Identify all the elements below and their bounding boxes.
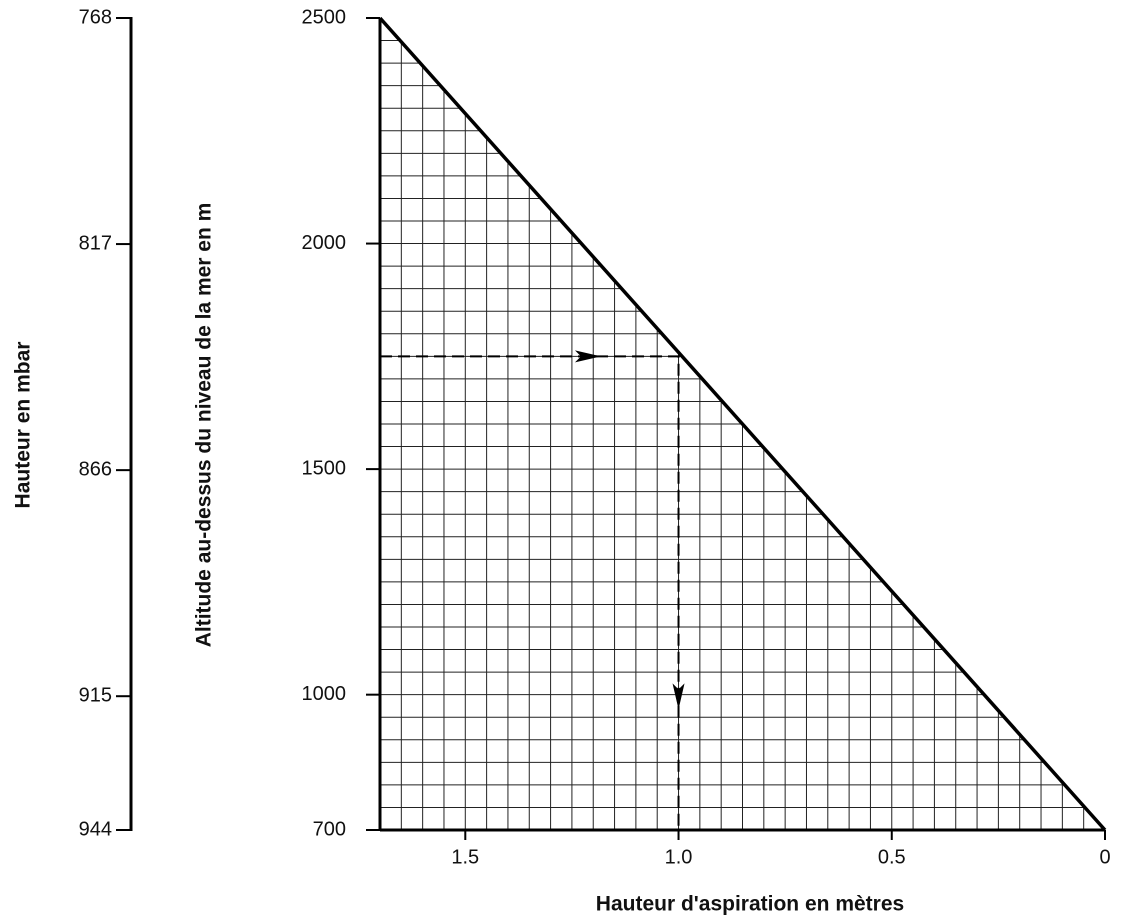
- x-tick-label: 0.5: [878, 846, 906, 868]
- y2-tick-label: 817: [79, 232, 112, 254]
- y2-tick-label: 915: [79, 684, 112, 706]
- y2-tick-label: 944: [79, 818, 112, 840]
- y2-tick-label: 866: [79, 458, 112, 480]
- x-tick-label: 1.0: [665, 846, 693, 868]
- y2-axis-label: Hauteur en mbar: [12, 342, 35, 509]
- x-tick-label: 1.5: [451, 846, 479, 868]
- y-tick-label: 700: [313, 818, 346, 840]
- y-axis-label: Altitude au-dessus du niveau de la mer e…: [193, 203, 216, 648]
- arrowhead: [574, 350, 601, 363]
- y-tick-label: 2000: [302, 232, 347, 254]
- boundary-line: [378, 16, 1107, 832]
- arrowhead: [672, 683, 685, 710]
- example-line: [380, 355, 680, 830]
- y-tick-label: 1500: [302, 457, 347, 479]
- y-tick-label: 1000: [302, 683, 347, 705]
- y-tick-label: 2500: [302, 6, 347, 28]
- x-tick-label: 0: [1099, 846, 1110, 868]
- x-axis-label: Hauteur d'aspiration en mètres: [596, 893, 904, 916]
- y2-tick-label: 768: [79, 6, 112, 28]
